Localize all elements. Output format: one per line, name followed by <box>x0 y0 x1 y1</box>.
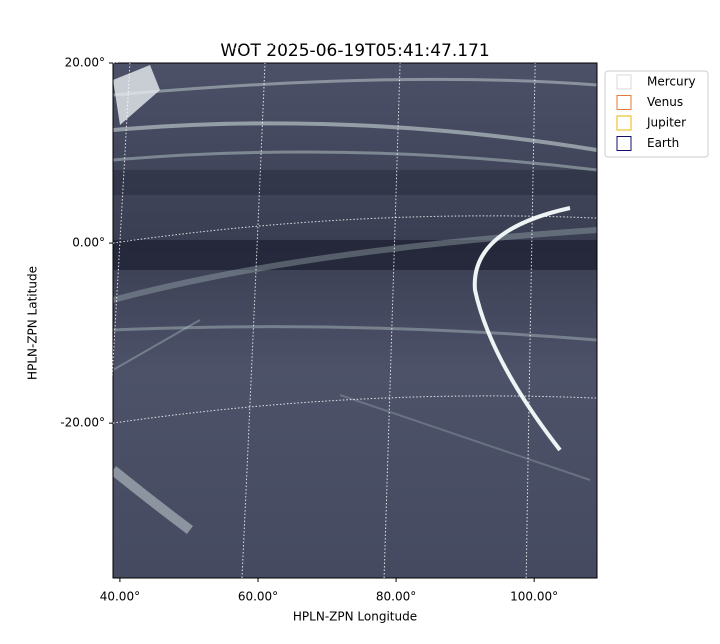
x-tick-label: 100.00° <box>510 590 558 604</box>
y-tick-label: 20.00° <box>65 56 105 70</box>
x-tick-label: 40.00° <box>100 590 140 604</box>
grid-line <box>241 62 266 579</box>
grid-line <box>383 62 401 579</box>
legend-label: Mercury <box>647 75 696 89</box>
chart-title: WOT 2025-06-19T05:41:47.171 <box>220 41 489 61</box>
y-tick-label: 0.00° <box>72 236 105 250</box>
x-axis-label: HPLN-ZPN Longitude <box>293 610 417 624</box>
legend-label: Venus <box>647 95 683 109</box>
legend-swatch <box>616 115 632 131</box>
x-tick-label: 60.00° <box>238 590 278 604</box>
legend-label: Jupiter <box>646 116 686 130</box>
grid-line <box>112 395 598 424</box>
y-tick-label: -20.00° <box>60 416 105 430</box>
legend: Mercury Venus Jupiter Earth <box>604 70 709 158</box>
y-axis-label: HPLN-ZPN Latitude <box>26 266 40 380</box>
legend-label: Earth <box>647 136 679 150</box>
legend-swatch <box>616 95 632 110</box>
x-tick-label: 80.00° <box>376 590 416 604</box>
legend-swatch <box>616 74 632 90</box>
grid-line <box>112 215 598 244</box>
legend-swatch <box>616 136 632 151</box>
grid-line <box>112 35 598 64</box>
grid-line <box>525 62 536 579</box>
grid-line <box>99 62 131 579</box>
image <box>113 63 597 578</box>
